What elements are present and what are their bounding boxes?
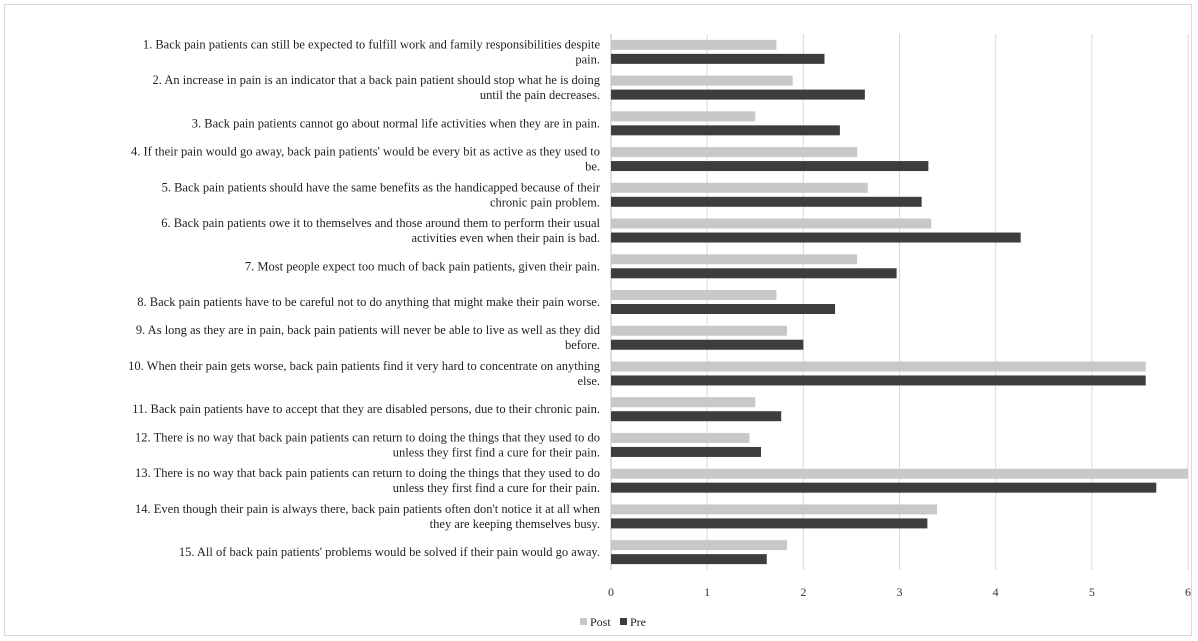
category-label-15-line-1: 15. All of back pain patients' problems … (179, 545, 600, 559)
bar-post-15 (611, 540, 787, 551)
bars (611, 39, 1188, 565)
category-label-11-line-1: 11. Back pain patients have to accept th… (132, 402, 600, 416)
category-label-12-line-1: 12. There is no way that back pain patie… (135, 430, 600, 444)
category-label-9-line-2: before. (565, 338, 600, 352)
category-label-13-line-2: unless they first find a cure for their … (393, 481, 600, 495)
bar-post-11 (611, 397, 756, 408)
bar-pre-8 (611, 304, 836, 314)
category-label-6-line-2: activities even when their pain is bad. (412, 231, 600, 245)
category-label-12-line-2: unless they first find a cure for their … (393, 445, 600, 459)
category-label-2-line-1: 2. An increase in pain is an indicator t… (153, 73, 601, 87)
bar-post-3 (611, 111, 756, 122)
bar-pre-9 (611, 339, 804, 350)
category-label-1-line-1: 1. Back pain patients can still be expec… (143, 37, 601, 51)
category-label-10-line-1: 10. When their pain gets worse, back pai… (128, 359, 601, 373)
bar-pre-6 (611, 232, 1021, 243)
bar-pre-11 (611, 411, 782, 422)
x-tick-label: 4 (993, 585, 999, 599)
bar-pre-2 (611, 89, 865, 100)
category-label-4-line-2: be. (585, 160, 600, 174)
category-label-5-line-1: 5. Back pain patients should have the sa… (162, 180, 601, 194)
bar-post-2 (611, 75, 793, 86)
bar-post-4 (611, 147, 858, 158)
bar-post-12 (611, 432, 750, 443)
bar-pre-4 (611, 161, 929, 172)
category-label-13-line-1: 13. There is no way that back pain patie… (135, 466, 600, 480)
x-tick-label: 6 (1185, 585, 1191, 599)
category-label-3-line-1: 3. Back pain patients cannot go about no… (192, 116, 600, 130)
category-label-9-line-1: 9. As long as they are in pain, back pai… (136, 323, 601, 337)
bar-pre-13 (611, 482, 1157, 493)
bar-post-6 (611, 218, 932, 229)
x-tick-label: 0 (608, 585, 614, 599)
bar-pre-5 (611, 196, 922, 207)
category-label-1-line-2: pain. (575, 52, 600, 66)
category-label-5-line-2: chronic pain problem. (490, 195, 600, 209)
x-tick-label: 3 (897, 585, 903, 599)
category-label-8-line-1: 8. Back pain patients have to be careful… (137, 295, 600, 309)
x-tick-label: 1 (704, 585, 710, 599)
bar-pre-14 (611, 518, 928, 529)
category-label-7-line-1: 7. Most people expect too much of back p… (245, 259, 600, 273)
category-label-14-line-2: they are keeping themselves busy. (430, 517, 600, 531)
x-tick-label: 5 (1089, 585, 1095, 599)
legend: Post Pre (580, 615, 646, 629)
bar-post-7 (611, 254, 858, 265)
bar-post-9 (611, 325, 787, 336)
bar-post-1 (611, 39, 777, 50)
category-label-14-line-1: 14. Even though their pain is always the… (135, 502, 601, 516)
legend-swatch-post (580, 618, 587, 625)
category-label-10-line-2: else. (577, 374, 600, 388)
bar-post-5 (611, 182, 868, 193)
category-label-2-line-2: until the pain decreases. (480, 88, 600, 102)
bar-pre-1 (611, 53, 825, 64)
x-axis-ticks: 0 1 2 3 4 5 6 (608, 585, 1191, 599)
category-labels: 1. Back pain patients can still be expec… (128, 37, 601, 559)
bar-pre-10 (611, 375, 1146, 386)
bar-pre-3 (611, 125, 840, 136)
category-label-6-line-1: 6. Back pain patients owe it to themselv… (161, 216, 600, 230)
bar-post-10 (611, 361, 1146, 372)
gridlines (610, 34, 1189, 570)
category-label-4-line-1: 4. If their pain would go away, back pai… (131, 145, 600, 159)
legend-label-pre: Pre (630, 615, 646, 629)
legend-swatch-pre (620, 618, 627, 625)
bar-pre-12 (611, 446, 762, 457)
bar-post-14 (611, 504, 938, 515)
chart-frame (4, 4, 1192, 636)
bar-pre-7 (611, 268, 897, 279)
bar-post-8 (611, 290, 777, 300)
bar-pre-15 (611, 554, 767, 565)
bar-post-13 (611, 468, 1188, 479)
legend-label-post: Post (590, 615, 611, 629)
x-tick-label: 2 (800, 585, 806, 599)
